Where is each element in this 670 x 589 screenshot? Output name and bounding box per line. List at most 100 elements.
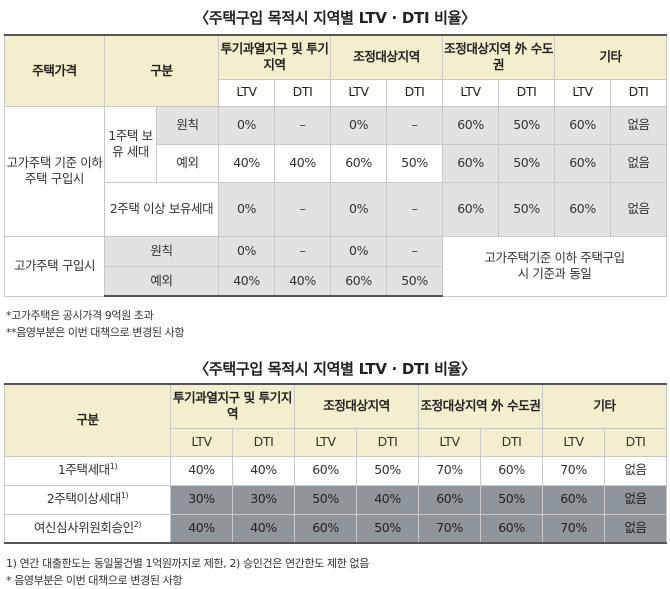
- table-cell: 40%: [218, 265, 276, 297]
- header-ltv: LTV: [418, 427, 482, 457]
- table-cell: –: [274, 105, 332, 145]
- header-ltv: LTV: [330, 78, 388, 107]
- table-cell: 0%: [330, 235, 388, 267]
- row-label: 예외: [155, 143, 220, 183]
- header-dti: DTI: [480, 427, 544, 457]
- row-label: 원칙: [155, 105, 220, 145]
- ltv-dti-table-2: 구분 투기과열지구 및 투기지역 조정대상지역 조정대상지역 外 수도권 기타 …: [4, 383, 668, 544]
- table-cell: 40%: [170, 455, 233, 486]
- table-cell: 60%: [480, 513, 544, 544]
- header-zone-other: 기타: [554, 34, 668, 80]
- table-cell: –: [386, 181, 444, 237]
- header-zone-other: 기타: [542, 383, 668, 429]
- table-cell: 50%: [480, 484, 544, 515]
- table-cell: 50%: [498, 143, 556, 183]
- header-ltv: LTV: [542, 427, 606, 457]
- table-cell: 60%: [442, 181, 500, 237]
- table-cell: 0%: [330, 181, 388, 237]
- header-dti: DTI: [498, 78, 556, 107]
- table-cell: 70%: [418, 455, 482, 486]
- table-cell: 50%: [498, 105, 556, 145]
- header-zone-speculation: 투기과열지구 및 투기지역: [169, 383, 296, 429]
- table-cell: 60%: [542, 484, 606, 515]
- table-cell: 60%: [330, 143, 388, 183]
- table-cell: 없음: [604, 484, 668, 515]
- table-cell: 없음: [604, 513, 668, 544]
- header-dti: DTI: [610, 78, 668, 107]
- table-cell: –: [274, 235, 332, 267]
- header-price: 주택가격: [4, 34, 105, 107]
- header-zone-speculation: 투기과열지구 및 투기지역: [218, 34, 332, 80]
- header-dti: DTI: [356, 427, 420, 457]
- table-cell: 50%: [386, 265, 444, 297]
- ltv-dti-table-1: 주택가격 구분 투기과열지구 및 투기지역 조정대상지역 조정대상지역 外 수도…: [4, 34, 668, 297]
- merged-note-cell: 고가주택기준 이하 주택구입시 기준과 동일: [442, 235, 668, 297]
- header-zone-capital: 조정대상지역 外 수도권: [442, 34, 556, 80]
- table-cell: –: [386, 105, 444, 145]
- table-cell: 40%: [231, 513, 296, 544]
- header-zone-adjusted: 조정대상지역: [330, 34, 444, 80]
- table1-note: *고가주택은 공시가격 9억원 초과: [6, 309, 154, 322]
- table-cell: 0%: [330, 105, 388, 145]
- table-cell: –: [386, 235, 444, 267]
- table1-title: 〈주택구입 목적시 지역별 LTV · DTI 비율〉: [194, 9, 476, 27]
- table-cell: 40%: [231, 455, 296, 486]
- table2-title: 〈주택구입 목적시 지역별 LTV · DTI 비율〉: [194, 360, 476, 378]
- header-dti: DTI: [231, 427, 296, 457]
- table2-note: 1) 연간 대출한도는 동일물건별 1억원까지로 제한, 2) 승인건은 연간한…: [6, 557, 369, 570]
- table-cell: 60%: [294, 513, 358, 544]
- table-cell: 0%: [218, 105, 276, 145]
- row-label: 원칙: [103, 235, 220, 267]
- table-cell: 0%: [218, 181, 276, 237]
- table-cell: 60%: [480, 455, 544, 486]
- table-cell: 없음: [604, 455, 668, 486]
- table-cell: 40%: [170, 513, 233, 544]
- row-label: 예외: [103, 265, 220, 297]
- table-cell: 60%: [554, 105, 612, 145]
- table-cell: 60%: [294, 455, 358, 486]
- table-cell: 0%: [218, 235, 276, 267]
- header-category: 구분: [4, 383, 171, 457]
- table-cell: 30%: [231, 484, 296, 515]
- header-ltv: LTV: [218, 78, 276, 107]
- table-cell: 없음: [610, 181, 668, 237]
- row-label: 2주택 이상 보유세대: [103, 181, 220, 237]
- table2-note: * 음영부분은 이번 대책으로 변경된 사항: [6, 574, 183, 587]
- table-cell: 60%: [330, 265, 388, 297]
- header-ltv: LTV: [294, 427, 358, 457]
- table-cell: 60%: [442, 105, 500, 145]
- table-cell: 40%: [274, 265, 332, 297]
- table-cell: 60%: [442, 143, 500, 183]
- row-label: 1주택세대1): [4, 455, 171, 486]
- table-cell: 40%: [356, 484, 420, 515]
- table-cell: –: [274, 181, 332, 237]
- table-cell: 30%: [170, 484, 233, 515]
- row-label: 여신심사위원회승인2): [4, 513, 171, 544]
- header-ltv: LTV: [170, 427, 233, 457]
- header-category: 구분: [103, 34, 220, 107]
- header-zone-adjusted: 조정대상지역: [294, 383, 420, 429]
- header-dti: DTI: [604, 427, 668, 457]
- table-cell: 70%: [542, 455, 606, 486]
- header-dti: DTI: [274, 78, 332, 107]
- header-ltv: LTV: [442, 78, 500, 107]
- table-cell: 50%: [356, 513, 420, 544]
- row-label: 2주택이상세대1): [4, 484, 171, 515]
- group-label-standard: 고가주택 기준 이하 주택 구입시: [4, 105, 105, 237]
- table-cell: 70%: [542, 513, 606, 544]
- table-cell: 50%: [498, 181, 556, 237]
- table-cell: 70%: [418, 513, 482, 544]
- header-dti: DTI: [386, 78, 444, 107]
- table-cell: 50%: [386, 143, 444, 183]
- table-cell: 40%: [218, 143, 276, 183]
- table-cell: 없음: [610, 105, 668, 145]
- table-cell: 60%: [554, 143, 612, 183]
- table1-note: **음영부분은 이번 대책으로 변경된 사항: [6, 326, 185, 339]
- sub-label-one-house: 1주택 보유 세대: [104, 105, 157, 183]
- table-cell: 50%: [294, 484, 358, 515]
- header-zone-capital: 조정대상지역 外 수도권: [418, 383, 544, 429]
- table-cell: 없음: [610, 143, 668, 183]
- header-ltv: LTV: [554, 78, 612, 107]
- table-cell: 60%: [554, 181, 612, 237]
- table-cell: 50%: [356, 455, 420, 486]
